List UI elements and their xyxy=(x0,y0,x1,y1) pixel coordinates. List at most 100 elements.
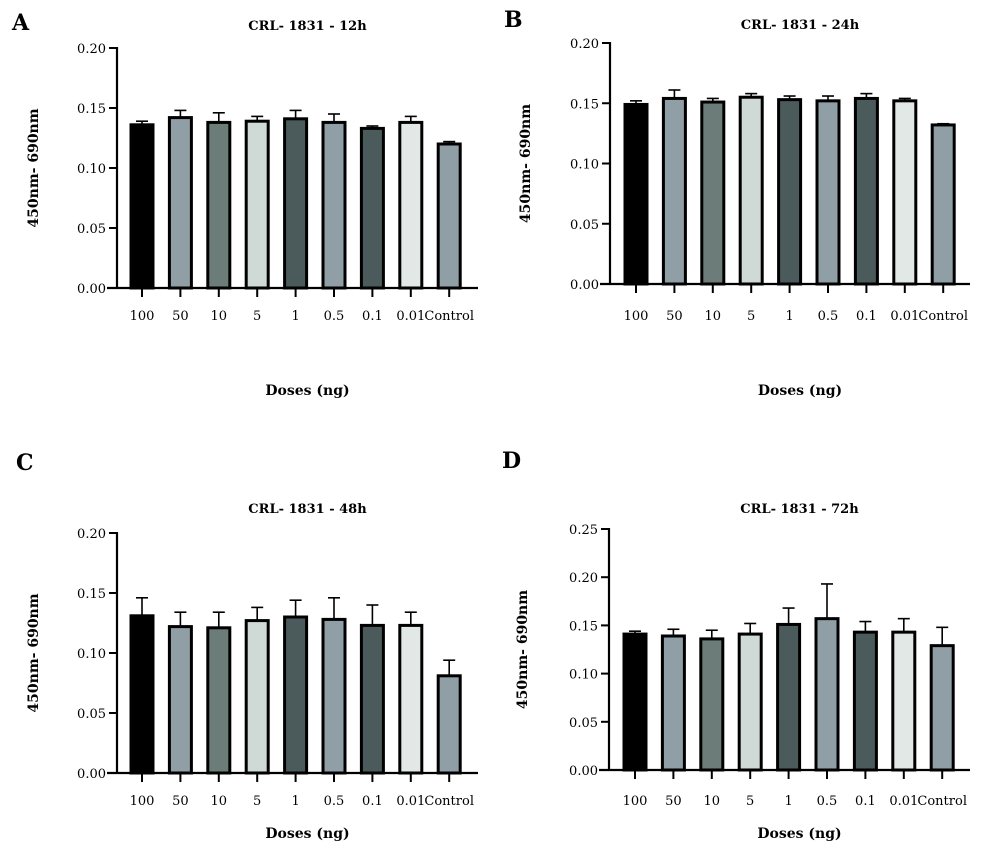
y-tick-label: 0.05 xyxy=(570,218,599,233)
y-axis-label: 450nm- 690nm xyxy=(515,590,531,709)
bar-100 xyxy=(622,632,648,772)
bar-0.5 xyxy=(815,99,841,286)
panel-letter: D xyxy=(502,448,521,474)
x-tick-label: 1 xyxy=(291,794,299,809)
bar-control xyxy=(930,123,956,286)
x-tick-label: 10 xyxy=(704,794,721,809)
x-axis-label: Doses (ng) xyxy=(265,826,349,842)
y-tick-label: 0.20 xyxy=(77,527,106,542)
x-tick-label: Control xyxy=(918,309,968,324)
x-tick-label: 1 xyxy=(291,309,299,324)
y-tick-label: 0.20 xyxy=(569,571,598,586)
y-tick-label: 0.10 xyxy=(569,668,598,683)
y-tick-label: 0.10 xyxy=(570,158,599,173)
bar-0.5 xyxy=(814,617,840,772)
x-tick-label: 0.5 xyxy=(324,309,345,324)
y-tick-label: 0.20 xyxy=(77,42,106,57)
x-tick-label: 50 xyxy=(172,309,189,324)
y-tick-label: 0.10 xyxy=(77,647,106,662)
x-tick-label: 0.01 xyxy=(396,794,425,809)
bar-5 xyxy=(737,632,763,772)
x-tick-label: 0.1 xyxy=(362,309,383,324)
y-tick-label: 0.20 xyxy=(570,37,599,52)
bar-10 xyxy=(700,100,726,286)
x-tick-label: 0.01 xyxy=(396,309,425,324)
x-tick-label: 10 xyxy=(705,309,722,324)
y-tick-label: 0.05 xyxy=(77,707,106,722)
x-tick-label: 100 xyxy=(624,309,649,324)
x-tick-label: 0.1 xyxy=(856,309,877,324)
bar-0.01 xyxy=(892,99,918,286)
bar-0.01 xyxy=(398,120,424,290)
x-tick-label: 5 xyxy=(253,794,261,809)
x-tick-label: 50 xyxy=(665,794,682,809)
bar-5 xyxy=(738,95,764,286)
y-tick-label: 0.05 xyxy=(77,222,106,237)
y-tick-label: 0.00 xyxy=(570,278,599,293)
bar-50 xyxy=(661,96,687,286)
x-tick-label: 5 xyxy=(746,794,754,809)
x-tick-label: 50 xyxy=(666,309,683,324)
bar-0.1 xyxy=(359,126,385,290)
x-tick-label: 100 xyxy=(623,794,648,809)
bar-5 xyxy=(244,619,270,775)
x-tick-label: 100 xyxy=(130,794,155,809)
x-tick-label: 1 xyxy=(785,309,793,324)
x-tick-label: 50 xyxy=(172,794,189,809)
y-tick-label: 0.00 xyxy=(77,282,106,297)
x-tick-label: 0.5 xyxy=(818,309,839,324)
x-tick-label: 0.5 xyxy=(817,794,838,809)
x-tick-label: 0.5 xyxy=(324,794,345,809)
x-tick-label: 0.01 xyxy=(889,794,918,809)
y-tick-label: 0.05 xyxy=(569,716,598,731)
y-axis-label: 450nm- 690nm xyxy=(26,593,42,712)
x-tick-label: 0.1 xyxy=(855,794,876,809)
bar-10 xyxy=(206,626,232,775)
x-tick-label: 5 xyxy=(253,309,261,324)
bar-0.5 xyxy=(321,120,347,290)
bar-0.01 xyxy=(891,630,917,772)
bar-5 xyxy=(244,119,270,290)
y-tick-label: 0.15 xyxy=(569,619,598,634)
bar-1 xyxy=(283,615,309,775)
y-axis-label: 450nm- 690nm xyxy=(518,104,534,223)
bar-1 xyxy=(777,98,803,286)
y-tick-label: 0.15 xyxy=(77,102,106,117)
bar-100 xyxy=(623,102,649,286)
bar-10 xyxy=(206,120,232,290)
panel-letter: C xyxy=(16,450,34,476)
bar-0.5 xyxy=(321,617,347,775)
x-tick-label: Control xyxy=(424,794,474,809)
y-tick-label: 0.00 xyxy=(77,767,106,782)
bar-50 xyxy=(167,625,193,775)
bar-1 xyxy=(776,622,802,772)
panel-letter: A xyxy=(11,10,30,36)
bar-100 xyxy=(129,123,155,290)
y-tick-label: 0.15 xyxy=(77,587,106,602)
x-axis-label: Doses (ng) xyxy=(265,383,349,399)
bar-control xyxy=(436,674,462,775)
bar-0.01 xyxy=(398,623,424,775)
y-axis-label: 450nm- 690nm xyxy=(26,108,42,227)
bar-0.1 xyxy=(359,623,385,775)
x-tick-label: 5 xyxy=(747,309,755,324)
chart-title: CRL- 1831 - 72h xyxy=(740,502,859,517)
x-axis-label: Doses (ng) xyxy=(758,383,842,399)
y-tick-label: 0.25 xyxy=(569,523,598,538)
y-tick-label: 0.00 xyxy=(569,764,598,779)
bar-1 xyxy=(283,117,309,290)
x-tick-label: 1 xyxy=(784,794,792,809)
bar-control xyxy=(436,142,462,290)
chart-title: CRL- 1831 - 24h xyxy=(741,18,860,33)
x-tick-label: 0.01 xyxy=(890,309,919,324)
chart-title: CRL- 1831 - 48h xyxy=(248,502,367,517)
bar-10 xyxy=(699,637,725,772)
bar-50 xyxy=(660,634,686,772)
x-axis-label: Doses (ng) xyxy=(757,826,841,842)
x-tick-label: 10 xyxy=(211,309,228,324)
chart-title: CRL- 1831 - 12h xyxy=(248,19,367,34)
